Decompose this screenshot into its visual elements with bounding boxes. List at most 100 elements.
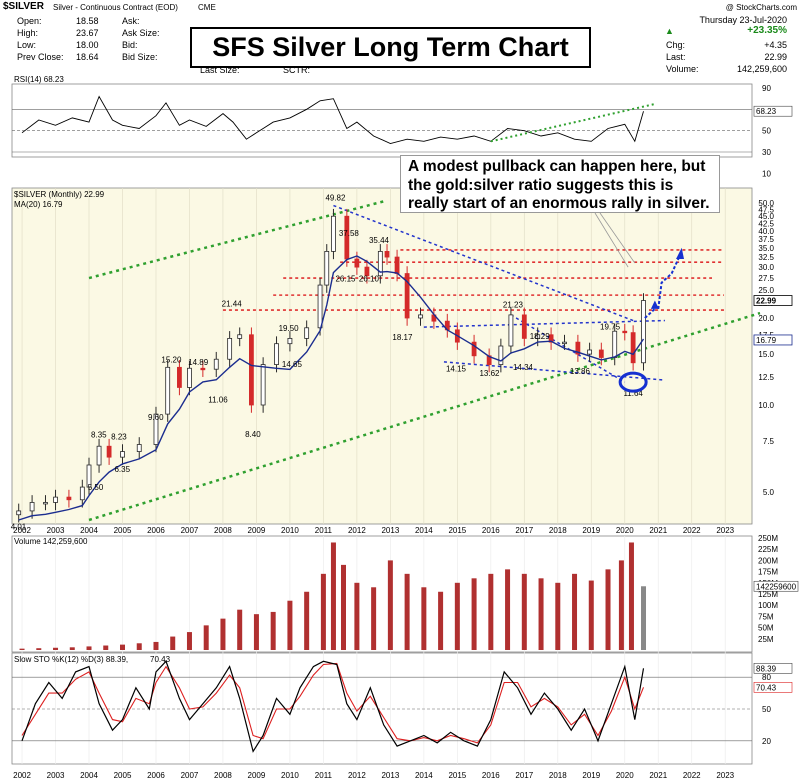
open-label: Open:: [17, 16, 42, 26]
volume-bar: [421, 587, 427, 650]
price-last-label: 22.99: [756, 297, 777, 306]
ma-label: MA(20) 16.79: [14, 200, 63, 209]
price-annotation-label: 19.75: [600, 323, 621, 332]
rsi-line: [21, 95, 644, 144]
year-tick-label: 2015: [448, 526, 466, 535]
projection-arrow-2: [657, 254, 681, 310]
year-tick-label: 2009: [248, 526, 266, 535]
sto-d-label: 70.43: [756, 683, 777, 692]
volume-panel: [11, 535, 753, 653]
year-tick-label: 2023: [716, 771, 734, 780]
price-tick-label: 30.0: [758, 263, 774, 272]
price-candle: [377, 251, 383, 277]
price-tick-label: 40.0: [758, 227, 774, 236]
volume-bar: [628, 542, 634, 650]
blue-lower-line: [443, 361, 666, 381]
volume-bar: [170, 636, 176, 650]
price-candle: [227, 337, 233, 360]
rsi-title: RSI(14) 68.23: [14, 75, 64, 84]
year-tick-label: 2003: [47, 526, 65, 535]
volume-bar: [340, 564, 346, 650]
price-candle: [304, 327, 310, 339]
year-tick-label: 2006: [147, 526, 165, 535]
price-tick-label: 7.5: [763, 437, 775, 446]
price-candle: [177, 366, 182, 388]
price-candle: [331, 215, 336, 252]
chg-label: Chg:: [666, 40, 686, 50]
year-tick-label: 2015: [448, 771, 466, 780]
year-tick-label: 2016: [482, 526, 500, 535]
rsi-last-badge: [753, 105, 793, 117]
volume-bar: [572, 573, 578, 650]
price-candle: [274, 343, 279, 365]
volume-bar: [304, 591, 310, 650]
volume-tick-label: 25M: [758, 635, 774, 644]
price-candle: [29, 502, 35, 512]
copyright-label: @ StockCharts.com: [725, 3, 797, 12]
volume-bar: [471, 578, 477, 650]
volume-bar: [454, 582, 460, 650]
projection-arrow-1: [644, 308, 656, 319]
volume-bar: [330, 542, 336, 650]
last-label: Last:: [666, 52, 686, 62]
price-annotation-label: 8.40: [245, 430, 261, 439]
volume-value: 142,259,600: [736, 64, 787, 74]
low-label: Low:: [17, 40, 37, 50]
year-tick-label: 2008: [214, 771, 232, 780]
year-tick-label: 2005: [114, 771, 132, 780]
high-label: High:: [17, 28, 39, 38]
price-candle: [641, 300, 646, 364]
low-value: 18.00: [76, 40, 99, 50]
year-tick-label: 2002: [13, 526, 31, 535]
year-tick-label: 2003: [47, 771, 65, 780]
sto-tick-label: 20: [762, 737, 771, 746]
volume-tick-label: 75M: [758, 612, 774, 621]
year-tick-label: 2019: [582, 771, 600, 780]
price-annotation-label: 14.34: [513, 363, 534, 372]
price-annotation-label: 35.44: [369, 236, 390, 245]
volume-title: Volume 142,259,600: [14, 537, 88, 546]
year-tick-label: 2022: [683, 526, 701, 535]
prev-close-value: 18.64: [76, 52, 99, 62]
price-candle: [120, 451, 125, 458]
price-tick-label: 25.0: [758, 286, 774, 295]
price-candle: [106, 445, 112, 458]
price-tick-label: 50.0: [758, 199, 774, 208]
price-candle: [213, 358, 219, 370]
price-candle: [612, 330, 618, 358]
volume-bar: [19, 648, 25, 650]
year-tick-label: 2013: [381, 771, 399, 780]
chg-value: +4.35: [764, 40, 787, 50]
year-tick-label: 2020: [616, 771, 634, 780]
sctr-label: SCTR:: [283, 65, 310, 75]
price-candle: [200, 367, 206, 371]
description-label: Silver - Continuous Contract (EOD): [53, 3, 178, 12]
volume-bar: [253, 614, 259, 650]
volume-bar: [103, 645, 109, 650]
volume-bar: [270, 611, 276, 650]
year-tick-label: 2018: [549, 771, 567, 780]
prev-close-label: Prev Close:: [17, 52, 64, 62]
price-candle: [260, 364, 266, 406]
year-tick-label: 2011: [315, 771, 333, 780]
year-tick-label: 2012: [348, 771, 366, 780]
year-tick-label: 2004: [80, 771, 98, 780]
year-tick-label: 2013: [381, 526, 399, 535]
price-candle: [136, 444, 142, 452]
year-tick-label: 2020: [616, 526, 634, 535]
year-tick-label: 2016: [482, 771, 500, 780]
price-candle: [317, 284, 323, 329]
price-candle: [418, 314, 423, 319]
price-candle: [404, 273, 410, 319]
arrowhead-icon: [676, 247, 685, 260]
price-tick-label: 10.0: [758, 401, 774, 410]
year-tick-label: 2011: [315, 526, 333, 535]
rsi-tick-label: 30: [762, 148, 771, 157]
volume-bar: [641, 586, 647, 650]
note-pointer: [594, 212, 629, 268]
price-annotation-label: 26.10: [359, 275, 380, 284]
volume-bar: [521, 573, 527, 650]
price-candle: [16, 510, 22, 516]
price-annotation-label: 11.06: [208, 395, 228, 404]
price-annotation-label: 14.65: [282, 360, 303, 369]
